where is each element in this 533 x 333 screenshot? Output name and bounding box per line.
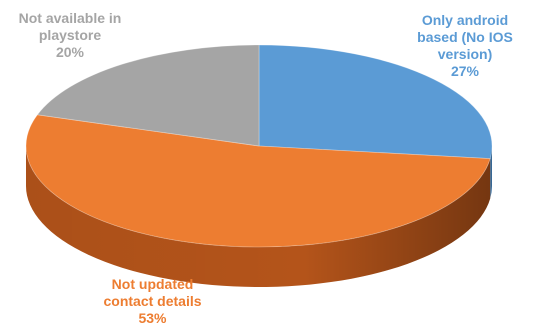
pie-side-shading	[26, 146, 491, 287]
slice-percent: 27%	[450, 63, 480, 79]
slice-label-not-updated: Not updated contact details 53%	[85, 276, 220, 327]
slice-label-android-only: Only android based (No IOS version) 27%	[405, 12, 525, 80]
pie-slice-not-available-in-playstore	[36, 44, 260, 147]
slice-label-line: version)	[437, 46, 493, 62]
slice-label-line: contact details	[103, 293, 202, 309]
pie-side-faces	[26, 146, 492, 287]
slice-label-line: based (No IOS	[417, 29, 513, 45]
pie-top-faces	[25, 44, 493, 248]
slice-label-line: Only android	[421, 12, 509, 28]
slice-label-line: playstore	[38, 27, 102, 43]
slice-label-line: Not updated	[111, 276, 194, 292]
slice-percent: 53%	[138, 310, 167, 326]
pie-slice-only-android-based-no-ios-version	[258, 44, 493, 160]
slice-label-not-in-playstore: Not available in playstore 20%	[0, 10, 140, 61]
slice-label-line: Not available in	[18, 10, 122, 26]
pie-slice-not-updated-contact-details	[25, 114, 491, 248]
slice-percent: 20%	[55, 44, 85, 60]
pie-side-shading	[490, 146, 492, 199]
